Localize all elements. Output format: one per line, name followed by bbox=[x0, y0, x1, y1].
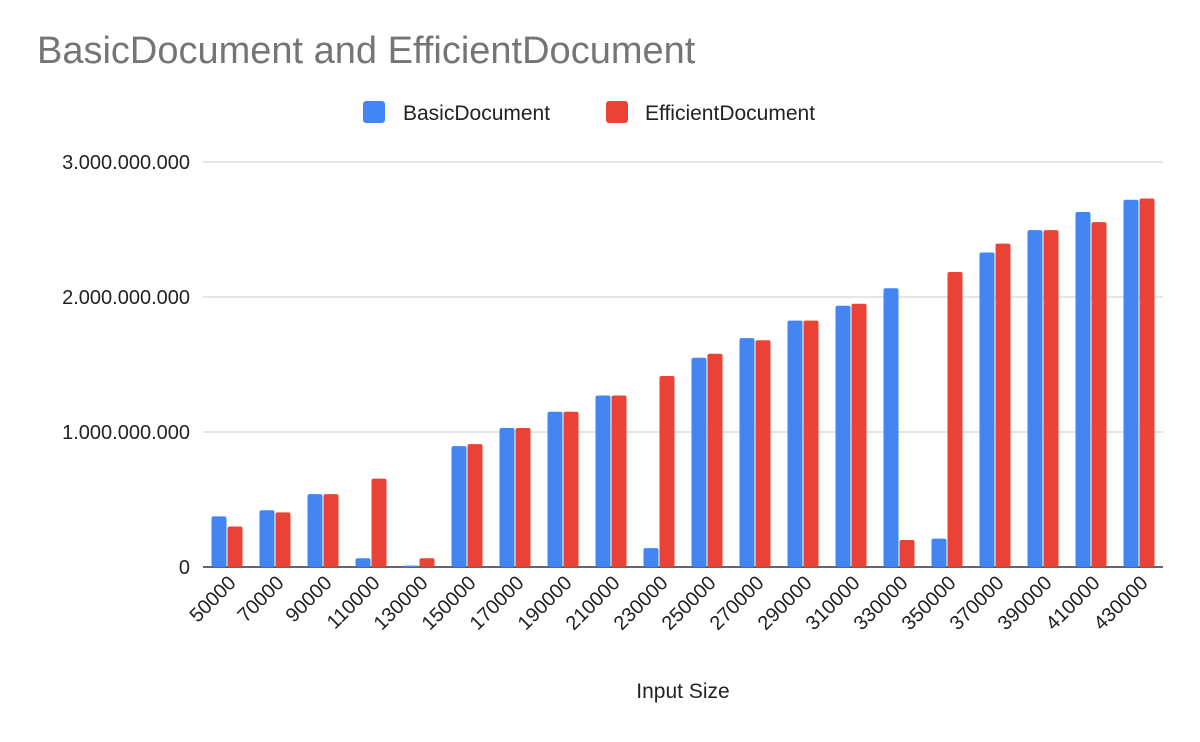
bar-basicdocument-250000[interactable] bbox=[691, 357, 707, 567]
x-axis-title: Input Size bbox=[636, 680, 729, 703]
bar-basicdocument-230000[interactable] bbox=[643, 548, 659, 567]
bar-basicdocument-110000[interactable] bbox=[355, 558, 371, 567]
bar-efficientdocument-430000[interactable] bbox=[1139, 198, 1155, 567]
bar-efficientdocument-310000[interactable] bbox=[851, 303, 867, 567]
bar-basicdocument-90000[interactable] bbox=[307, 494, 323, 567]
bar-basicdocument-330000[interactable] bbox=[883, 288, 899, 567]
legend-label: BasicDocument bbox=[403, 102, 550, 125]
bar-basicdocument-130000[interactable] bbox=[403, 565, 419, 567]
y-axis-ticks: 0 1.000.000.000 2.000.000.000 3.000.000.000 bbox=[62, 152, 190, 579]
bar-efficientdocument-150000[interactable] bbox=[467, 444, 483, 567]
bar-efficientdocument-270000[interactable] bbox=[755, 340, 771, 567]
bar-efficientdocument-330000[interactable] bbox=[899, 540, 915, 567]
bar-basicdocument-210000[interactable] bbox=[595, 395, 611, 567]
bar-basicdocument-370000[interactable] bbox=[979, 252, 995, 567]
chart-title: BasicDocument and EfficientDocument bbox=[37, 30, 696, 72]
x-tick-label: 70000 bbox=[234, 572, 289, 627]
bar-basicdocument-290000[interactable] bbox=[787, 320, 803, 567]
bar-efficientdocument-370000[interactable] bbox=[995, 243, 1011, 568]
bar-efficientdocument-390000[interactable] bbox=[1043, 230, 1059, 568]
bar-basicdocument-390000[interactable] bbox=[1027, 230, 1043, 568]
legend-swatch bbox=[606, 101, 628, 123]
grid-layer bbox=[203, 161, 1163, 568]
bars-layer bbox=[211, 198, 1155, 568]
legend-swatch bbox=[363, 101, 385, 123]
bar-efficientdocument-190000[interactable] bbox=[563, 411, 579, 567]
bar-basicdocument-190000[interactable] bbox=[547, 411, 563, 567]
bar-basicdocument-150000[interactable] bbox=[451, 446, 467, 567]
legend-label: EfficientDocument bbox=[645, 102, 815, 125]
x-axis-ticks: 5000070000900001100001300001500001700001… bbox=[186, 572, 1153, 635]
bar-efficientdocument-230000[interactable] bbox=[659, 375, 675, 567]
y-tick-label: 1.000.000.000 bbox=[62, 422, 190, 444]
bar-efficientdocument-70000[interactable] bbox=[275, 512, 291, 567]
bar-efficientdocument-250000[interactable] bbox=[707, 353, 723, 567]
bar-efficientdocument-410000[interactable] bbox=[1091, 222, 1107, 567]
legend-item-efficientdocument[interactable]: EfficientDocument bbox=[606, 101, 815, 125]
y-tick-label: 0 bbox=[179, 557, 190, 579]
bar-basicdocument-50000[interactable] bbox=[211, 516, 227, 567]
y-tick-label: 3.000.000.000 bbox=[62, 152, 190, 174]
bar-basicdocument-410000[interactable] bbox=[1075, 211, 1091, 567]
bar-efficientdocument-110000[interactable] bbox=[371, 478, 387, 567]
bar-efficientdocument-290000[interactable] bbox=[803, 320, 819, 567]
bar-efficientdocument-210000[interactable] bbox=[611, 395, 627, 567]
bar-basicdocument-70000[interactable] bbox=[259, 510, 275, 567]
legend-item-basicdocument[interactable]: BasicDocument bbox=[363, 101, 550, 125]
bar-efficientdocument-90000[interactable] bbox=[323, 494, 339, 567]
bar-efficientdocument-130000[interactable] bbox=[419, 558, 435, 567]
bar-efficientdocument-170000[interactable] bbox=[515, 427, 531, 567]
x-tick-label: 430000 bbox=[1090, 572, 1153, 635]
x-tick-label: 50000 bbox=[186, 572, 241, 627]
bar-basicdocument-270000[interactable] bbox=[739, 338, 755, 567]
bar-basicdocument-350000[interactable] bbox=[931, 538, 947, 567]
y-tick-label: 2.000.000.000 bbox=[62, 287, 190, 309]
bar-efficientdocument-350000[interactable] bbox=[947, 272, 963, 567]
bar-basicdocument-310000[interactable] bbox=[835, 305, 851, 567]
bar-basicdocument-170000[interactable] bbox=[499, 427, 515, 567]
bar-basicdocument-430000[interactable] bbox=[1123, 199, 1139, 568]
legend[interactable]: BasicDocument EfficientDocument bbox=[363, 101, 815, 125]
bar-efficientdocument-50000[interactable] bbox=[227, 526, 243, 568]
